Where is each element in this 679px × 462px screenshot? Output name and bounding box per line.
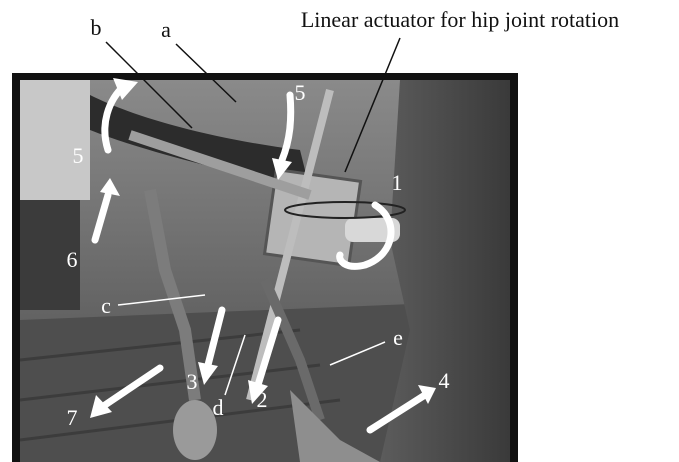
- figure-label: 7: [67, 405, 78, 430]
- figure-label: 1: [392, 170, 403, 195]
- figure-label: 5: [295, 80, 306, 105]
- figure-label: 2: [257, 387, 268, 412]
- figure-label: 5: [73, 143, 84, 168]
- caption: Linear actuator for hip joint rotation: [301, 7, 619, 32]
- figure-label: a: [161, 17, 171, 42]
- figure-label: c: [101, 293, 111, 318]
- figure-label: 6: [67, 247, 78, 272]
- figure-label: 4: [439, 368, 450, 393]
- figure-label: 3: [187, 369, 198, 394]
- figure: Linear actuator for hip joint rotation a…: [0, 0, 679, 462]
- figure-label: e: [393, 325, 403, 350]
- figure-label: b: [91, 15, 102, 40]
- figure-label: d: [213, 395, 224, 420]
